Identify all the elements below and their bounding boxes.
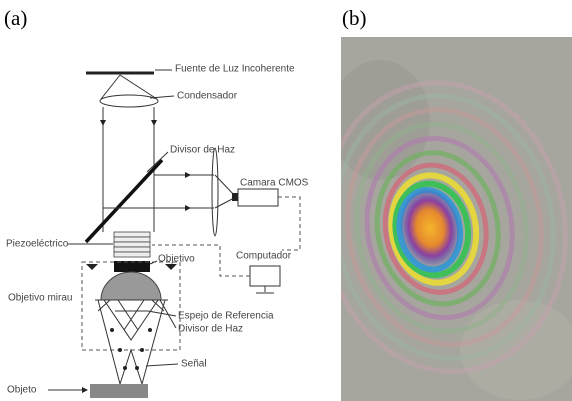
optical-diagram [48,69,301,398]
label: Objeto [7,385,37,396]
label: Computador [236,251,292,262]
label: Condensador [177,91,238,102]
label: Espejo de Referencia [178,311,274,322]
label: Señal [181,359,207,370]
label: Camara CMOS [240,178,309,189]
label: Divisor de Haz [170,145,235,156]
label: Objetivo mirau [8,293,72,304]
label: Fuente de Luz Incoherente [175,64,295,75]
label: Objetivo [158,254,195,265]
interferogram [341,37,572,401]
label: Piezoeléctrico [6,239,69,250]
label: Divisor de Haz [178,324,243,335]
panel-label: (a) [4,6,27,30]
panel-label: (b) [342,6,367,30]
